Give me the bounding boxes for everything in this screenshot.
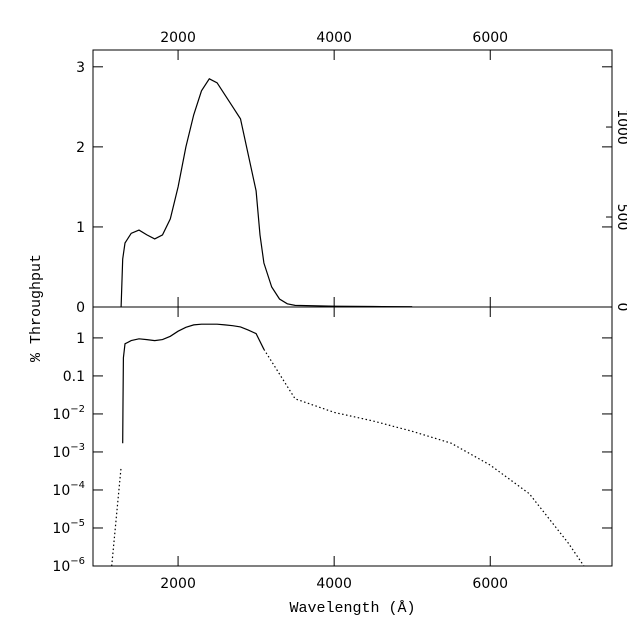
y2-tick-label: 1000: [614, 109, 627, 145]
y2-tick-label: 500: [614, 204, 627, 231]
y-tick-exponent: −3: [70, 442, 85, 453]
y-tick-base: 10: [52, 559, 70, 575]
y-tick-label: 10−4: [52, 480, 85, 499]
y-tick-exponent: −5: [70, 518, 85, 529]
y-tick-base: 10: [52, 445, 70, 461]
y-tick-label: 1: [76, 331, 85, 347]
plot-frame: [92, 49, 613, 308]
y-tick-label: 0: [76, 300, 85, 316]
y-axis-label: % Throughput: [28, 254, 45, 362]
x-tick-label: 6000: [472, 30, 508, 46]
y-tick-exponent: −4: [70, 480, 85, 491]
x-tick-label: 4000: [316, 30, 352, 46]
y-tick-label: 3: [76, 60, 85, 76]
y-tick-label: 1: [76, 220, 85, 236]
x-tick-label: 2000: [160, 576, 196, 592]
y-tick-exponent: −2: [70, 404, 85, 415]
x-tick-label: 2000: [160, 30, 196, 46]
y-tick-label: 0.1: [63, 369, 85, 385]
y-tick-base: 10: [52, 407, 70, 423]
y-tick-base: 10: [52, 521, 70, 537]
y-tick-label: 10−6: [52, 556, 85, 575]
data-line: [111, 467, 122, 567]
data-line: [263, 348, 585, 567]
data-line: [120, 78, 413, 308]
y-tick-label: 10−2: [52, 404, 85, 423]
y-tick-label: 10−5: [52, 518, 85, 537]
plot-frame: [92, 306, 613, 567]
x-tick-label: 6000: [472, 576, 508, 592]
y2-tick-label: 0: [614, 303, 627, 312]
y-tick-label: 10−3: [52, 442, 85, 461]
x-axis-label: Wavelength (Å): [289, 600, 415, 617]
y-tick-label: 2: [76, 140, 85, 156]
y-tick-exponent: −6: [70, 556, 85, 567]
y-tick-base: 10: [52, 483, 70, 499]
x-tick-label: 4000: [316, 576, 352, 592]
data-line: [122, 323, 265, 444]
